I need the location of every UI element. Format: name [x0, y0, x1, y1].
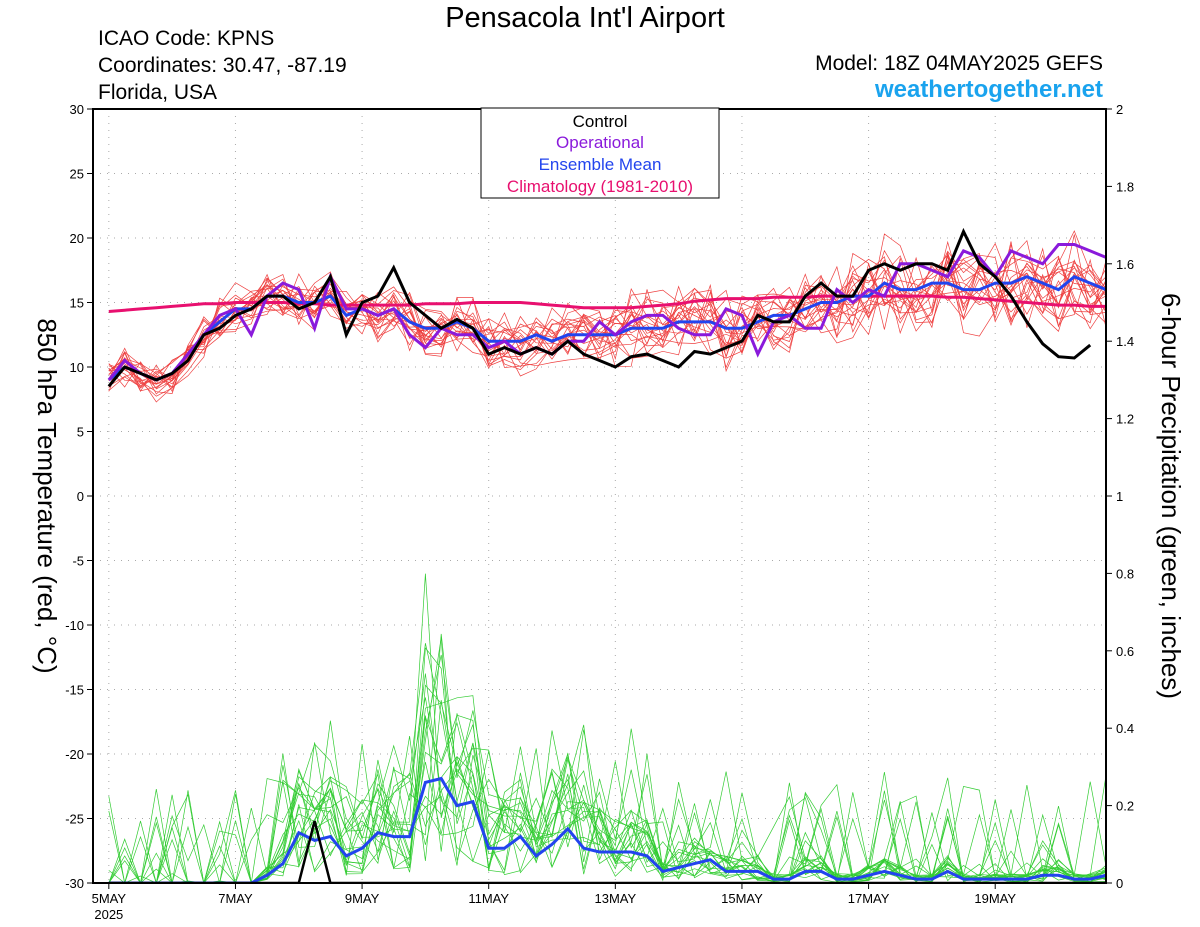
y-right-tick-label: 0.8 [1116, 566, 1134, 581]
temperature-member-line [108, 241, 1106, 403]
y-right-tick-label: 0.4 [1116, 721, 1134, 736]
legend-entry-ensemble-mean: Ensemble Mean [539, 155, 662, 174]
y-left-tick-label: -10 [65, 618, 84, 633]
y-axis-right-label: 6-hour Precipitation (green, inches) [1156, 293, 1186, 699]
temperature-member-line [108, 233, 1106, 392]
legend-entry-control: Control [573, 112, 628, 131]
y-left-tick-label: 20 [70, 231, 84, 246]
y-right-tick-label: 1.2 [1116, 412, 1134, 427]
legend-entry-climatology: Climatology (1981-2010) [507, 177, 693, 196]
region-label: Florida, USA [98, 81, 218, 104]
x-tick-label: 19MAY [974, 891, 1016, 906]
y-left-tick-label: 30 [70, 102, 84, 117]
y-left-tick-label: 10 [70, 360, 84, 375]
temperature-member-line [108, 253, 1106, 394]
precip-member-line [108, 654, 1106, 883]
y-right-tick-label: 0.6 [1116, 644, 1134, 659]
y-left-tick-label: -30 [65, 876, 84, 891]
climatology-temperature-line [108, 294, 1106, 313]
page-title: Pensacola Int'l Airport [445, 2, 725, 34]
x-tick-sublabel: 2025 [94, 907, 123, 922]
y-right-tick-label: 1.6 [1116, 257, 1134, 272]
y-left-tick-label: 5 [77, 425, 84, 440]
temperature-member-line [108, 262, 1106, 389]
control-temperature-line [107, 227, 1092, 388]
y-left-tick-label: -20 [65, 747, 84, 762]
x-tick-label: 15MAY [721, 891, 763, 906]
y-left-tick-label: 25 [70, 167, 84, 182]
coordinates-label: Coordinates: 30.47, -87.19 [98, 54, 347, 77]
precip-member-line [108, 721, 1106, 883]
precip-member-line [108, 697, 1106, 883]
y-left-tick-label: -15 [65, 683, 84, 698]
legend-box [480, 107, 720, 199]
y-left-tick-label: 15 [70, 296, 84, 311]
website-link[interactable]: weathertogether.net [874, 76, 1103, 103]
model-run-label: Model: 18Z 04MAY2025 GEFS [815, 52, 1103, 75]
x-tick-label: 13MAY [594, 891, 636, 906]
precip-member-line [108, 714, 1106, 883]
y-right-tick-label: 0 [1116, 876, 1123, 891]
mean-precip-line [108, 776, 1106, 883]
y-right-tick-label: 1 [1116, 489, 1123, 504]
chart-legend: Control Operational Ensemble Mean Climat… [480, 107, 720, 199]
x-tick-label: 5MAY [92, 891, 127, 906]
precip-member-line [108, 643, 1106, 883]
legend-entry-operational: Operational [556, 133, 644, 152]
y-right-tick-label: 1.8 [1116, 179, 1134, 194]
precip-member-line [108, 684, 1106, 883]
main-series [107, 227, 1106, 883]
y-right-tick-label: 0.2 [1116, 799, 1134, 814]
y-left-tick-label: -5 [72, 554, 84, 569]
precip-member-line [108, 633, 1106, 883]
icao-code-label: ICAO Code: KPNS [98, 27, 275, 50]
precip-member-line [108, 713, 1106, 883]
x-tick-label: 17MAY [848, 891, 890, 906]
operational-temperature-line [107, 243, 1106, 382]
y-left-tick-label: -25 [65, 812, 84, 827]
axis-ticks: 302520151050-5-10-15-20-25-3021.81.61.41… [65, 102, 1134, 922]
x-tick-label: 11MAY [468, 891, 509, 906]
grid-lines [93, 109, 1106, 883]
x-tick-label: 7MAY [218, 891, 253, 906]
y-left-tick-label: 0 [77, 489, 84, 504]
y-axis-left-label: 850 hPa Temperature (red, °C) [32, 318, 62, 673]
y-right-tick-label: 1.4 [1116, 334, 1134, 349]
y-right-tick-label: 2 [1116, 102, 1123, 117]
x-tick-label: 9MAY [345, 891, 380, 906]
